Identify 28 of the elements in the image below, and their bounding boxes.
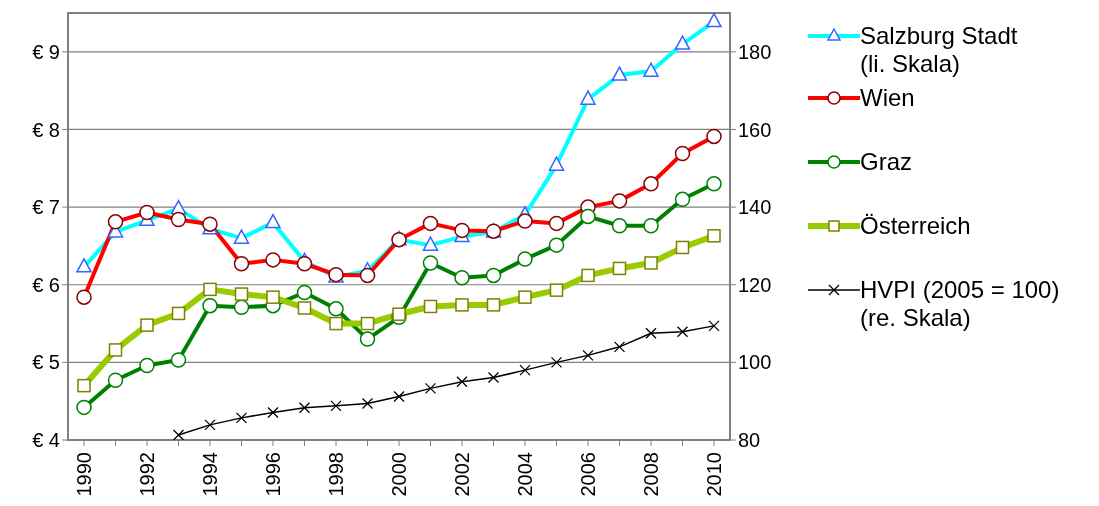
x-tick-label: 1992 bbox=[136, 452, 158, 497]
x-tick-label: 2006 bbox=[577, 452, 599, 497]
y-tick-label: € 6 bbox=[32, 273, 60, 296]
y-tick-label: € 5 bbox=[32, 351, 60, 374]
y2-tick-label: 180 bbox=[738, 40, 772, 63]
x-tick-label: 1998 bbox=[325, 452, 347, 497]
y2-tick-label: 140 bbox=[738, 196, 772, 219]
x-tick-label: 1996 bbox=[262, 452, 284, 497]
legend-label: Wien bbox=[860, 84, 915, 112]
x-tick-label: 2000 bbox=[388, 452, 410, 497]
legend-label: HVPI (2005 = 100) (re. Skala) bbox=[860, 276, 1060, 332]
y-tick-label: € 7 bbox=[32, 196, 60, 219]
y2-tick-label: 120 bbox=[738, 273, 772, 296]
x-tick-label: 1990 bbox=[73, 452, 95, 497]
legend-label: Österreich bbox=[860, 212, 971, 240]
x-tick-label: 2002 bbox=[451, 452, 473, 497]
y2-tick-label: 100 bbox=[738, 351, 772, 374]
legend-label: Salzburg Stadt (li. Skala) bbox=[860, 22, 1018, 78]
y2-tick-label: 80 bbox=[738, 429, 761, 452]
x-tick-label: 2010 bbox=[703, 452, 725, 497]
x-tick-label: 2008 bbox=[640, 452, 662, 497]
y2-tick-label: 160 bbox=[738, 118, 772, 141]
x-tick-label: 2004 bbox=[514, 452, 536, 497]
x-tick-label: 1994 bbox=[199, 452, 221, 497]
legend-label: Graz bbox=[860, 148, 913, 176]
y-tick-label: € 8 bbox=[32, 118, 60, 141]
y-tick-label: € 9 bbox=[32, 40, 60, 63]
y-tick-label: € 4 bbox=[32, 429, 60, 452]
